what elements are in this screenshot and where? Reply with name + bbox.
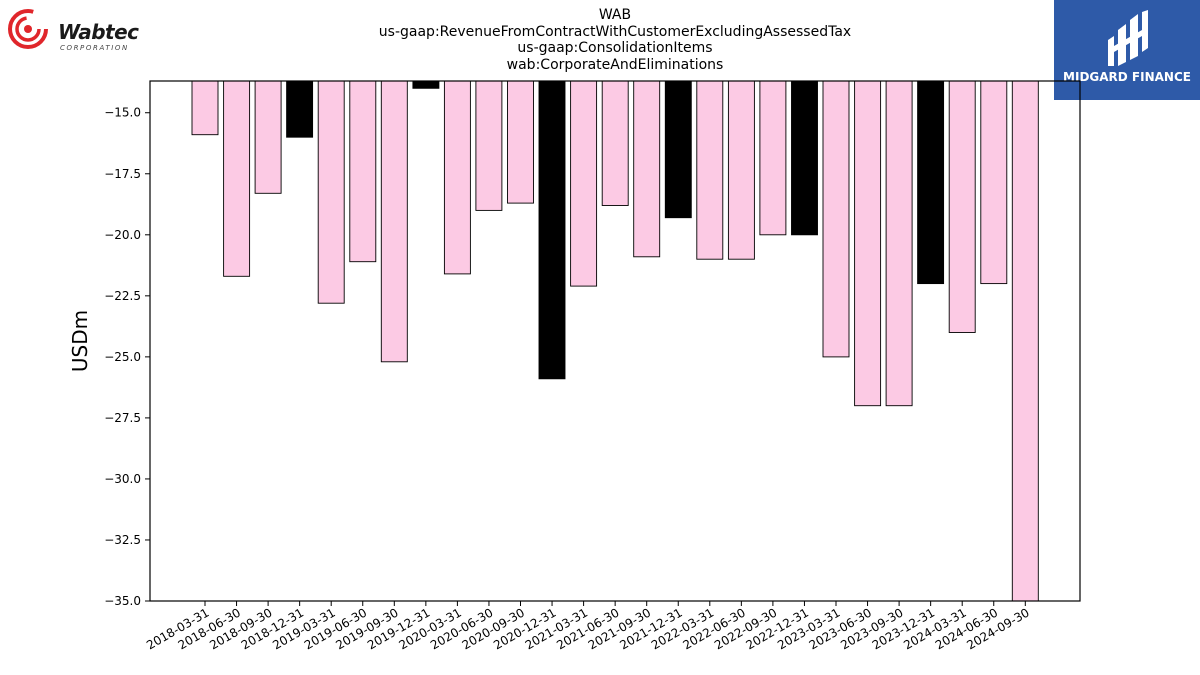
y-tick-label: −25.0 xyxy=(104,350,141,364)
bar-2023-06-30 xyxy=(854,80,882,407)
bars-group xyxy=(191,80,1039,602)
y-axis: −15.0 −17.5 −20.0 −22.5 −25.0 −27.5 −30.0 −32.5… xyxy=(104,106,150,608)
bar-2022-06-30 xyxy=(727,80,755,260)
bar-2019-09-30 xyxy=(380,80,408,363)
bar-2021-12-31 xyxy=(664,80,692,219)
y-tick-label: −17.5 xyxy=(104,167,141,181)
y-tick-label: −22.5 xyxy=(104,289,141,303)
bar-2021-09-30 xyxy=(633,80,661,258)
midgard-finance-logo: MIDGARD FINANCE xyxy=(1054,0,1200,100)
bar-2020-06-30 xyxy=(475,80,503,211)
y-tick-label: −30.0 xyxy=(104,472,141,486)
bar-2018-03-31 xyxy=(191,80,219,136)
wabtec-subtitle: CORPORATION xyxy=(60,44,129,52)
bar-2024-03-31 xyxy=(948,80,976,333)
y-tick-label: −32.5 xyxy=(104,533,141,547)
bar-2024-09-30 xyxy=(1011,80,1039,602)
bar-2019-06-30 xyxy=(349,80,377,263)
bar-2020-12-31 xyxy=(538,80,566,380)
bar-2018-09-30 xyxy=(254,80,282,194)
bar-2018-12-31 xyxy=(286,80,314,138)
bar-2019-03-31 xyxy=(317,80,345,304)
bar-2022-09-30 xyxy=(759,80,787,236)
bar-2024-06-30 xyxy=(980,80,1008,285)
bar-2023-12-31 xyxy=(917,80,945,285)
bar-2021-06-30 xyxy=(601,80,629,206)
wabtec-swirl-icon xyxy=(8,9,48,49)
bar-2021-03-31 xyxy=(570,80,598,287)
wabtec-name: Wabtec xyxy=(58,20,139,44)
midgard-finance-name: MIDGARD FINANCE xyxy=(1063,70,1191,84)
y-tick-label: −27.5 xyxy=(104,411,141,425)
bar-2022-03-31 xyxy=(696,80,724,260)
chart-title-line-3: us-gaap:ConsolidationItems xyxy=(517,40,713,56)
bar-2023-03-31 xyxy=(822,80,850,358)
bar-2020-03-31 xyxy=(443,80,471,275)
chart-title-line-1: WAB xyxy=(598,7,632,23)
y-tick-label: −20.0 xyxy=(104,228,141,242)
midgard-mark-icon xyxy=(1108,10,1148,66)
y-tick-label: −35.0 xyxy=(104,594,141,608)
chart-title-line-2: us-gaap:RevenueFromContractWithCustomerE… xyxy=(378,24,852,40)
bar-2020-09-30 xyxy=(507,80,534,204)
bar-2019-12-31 xyxy=(412,80,440,89)
chart-title-line-4: wab:CorporateAndEliminations xyxy=(506,57,724,73)
y-axis-label: USDm xyxy=(68,310,92,372)
y-tick-label: −15.0 xyxy=(104,106,141,120)
x-axis: 2018-03-312018-06-302018-09-302018-12-31… xyxy=(144,601,1032,652)
wabtec-logo: Wabtec CORPORATION xyxy=(6,6,146,52)
bar-2023-09-30 xyxy=(885,80,913,407)
bar-2022-12-31 xyxy=(791,80,818,236)
bar-2018-06-30 xyxy=(223,80,251,277)
